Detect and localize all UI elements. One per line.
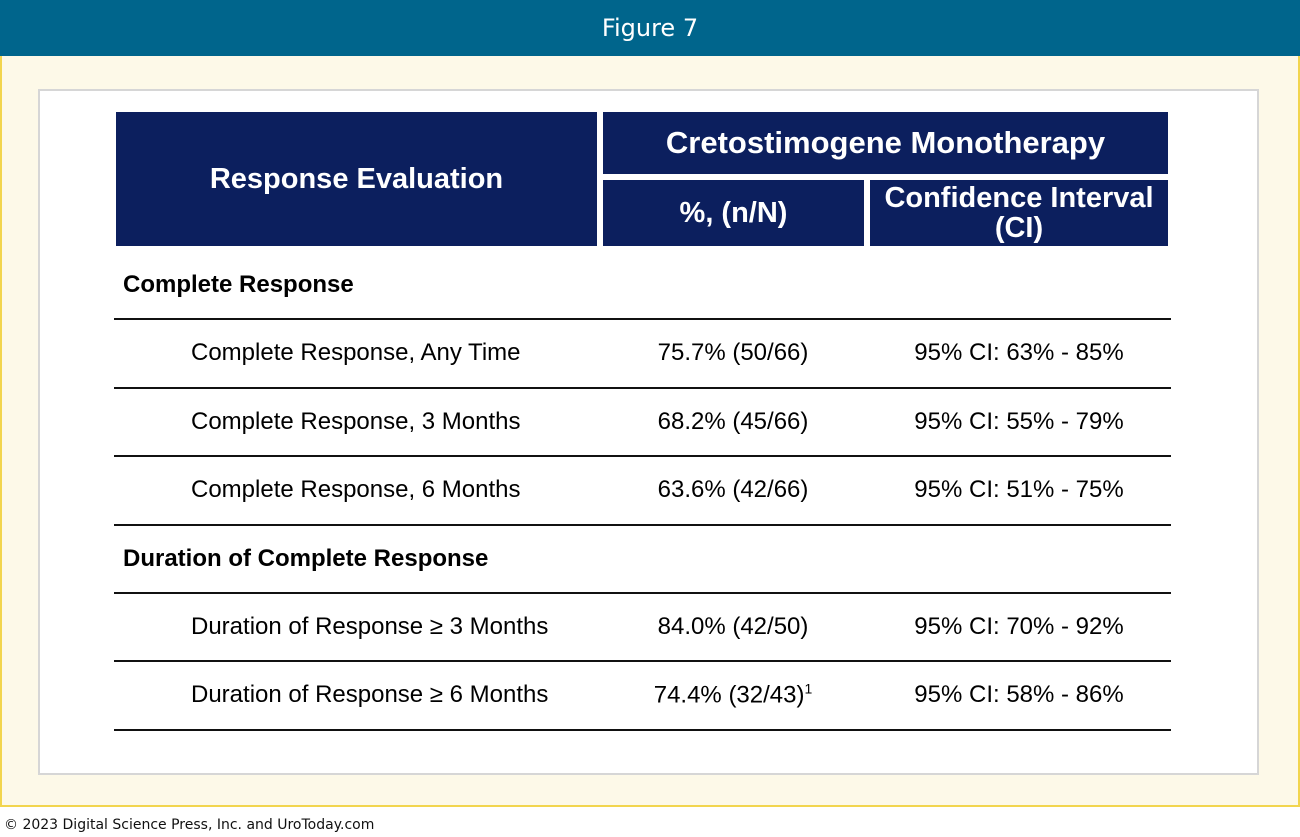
header-cell: Cretostimogene Monotherapy bbox=[603, 112, 1168, 174]
header-cell: Confidence Interval (CI) bbox=[870, 180, 1168, 246]
column-group-header: Cretostimogene Monotherapy bbox=[665, 124, 1106, 160]
row-value: 84.0% (42/50) bbox=[658, 613, 809, 641]
header-cell: %, (n/N) bbox=[603, 180, 864, 246]
value-text: 63.6% (42/66) bbox=[657, 476, 809, 503]
row-label: Duration of Response ≥ 3 Months bbox=[191, 612, 549, 640]
value-text: 84.0% (42/50) bbox=[657, 612, 809, 640]
row-ci: 95% CI: 51% - 75% bbox=[914, 476, 1124, 503]
copyright: © 2023 Digital Science Press, Inc. and U… bbox=[4, 817, 375, 833]
value-text: 68.2% (45/66) bbox=[657, 407, 809, 435]
row-ci: 95% CI: 63% - 85% bbox=[914, 339, 1124, 366]
header-cell: Response Evaluation bbox=[116, 112, 597, 246]
row-label: Complete Response, Any Time bbox=[191, 339, 521, 366]
row-value: 68.2% (45/66) bbox=[658, 408, 809, 436]
figure-title: Figure 7 bbox=[601, 14, 699, 42]
row-value: 74.4% (32/43)1 bbox=[654, 681, 813, 710]
row-label: Complete Response, 3 Months bbox=[191, 407, 521, 435]
row-rule bbox=[114, 591, 1171, 594]
row-label: Duration of Response ≥ 6 Months bbox=[191, 681, 549, 708]
row-rule bbox=[114, 660, 1171, 662]
section-title: Complete Response bbox=[123, 271, 354, 298]
row-rule bbox=[114, 455, 1171, 457]
section-title: Duration of Complete Response bbox=[123, 544, 489, 572]
footnote-marker: 1 bbox=[804, 680, 813, 697]
row-ci: 95% CI: 55% - 79% bbox=[914, 407, 1124, 435]
row-rule bbox=[114, 386, 1171, 389]
column-header: %, (n/N) bbox=[679, 196, 788, 229]
row-value: 63.6% (42/66) bbox=[658, 476, 809, 504]
row-rule bbox=[114, 523, 1171, 526]
row-ci: 95% CI: 58% - 86% bbox=[914, 681, 1124, 708]
row-rule bbox=[114, 318, 1171, 320]
row-value: 75.7% (50/66) bbox=[658, 339, 809, 367]
row-ci: 95% CI: 70% - 92% bbox=[914, 612, 1124, 640]
column-header: Confidence Interval (CI) bbox=[884, 181, 1154, 244]
value-text: 74.4% (32/43) bbox=[653, 681, 805, 709]
title-bar: Figure 7 bbox=[0, 0, 1300, 56]
value-text: 75.7% (50/66) bbox=[657, 339, 809, 366]
row-rule bbox=[114, 728, 1171, 731]
column-header: Response Evaluation bbox=[209, 162, 504, 195]
row-label: Complete Response, 6 Months bbox=[191, 476, 521, 503]
